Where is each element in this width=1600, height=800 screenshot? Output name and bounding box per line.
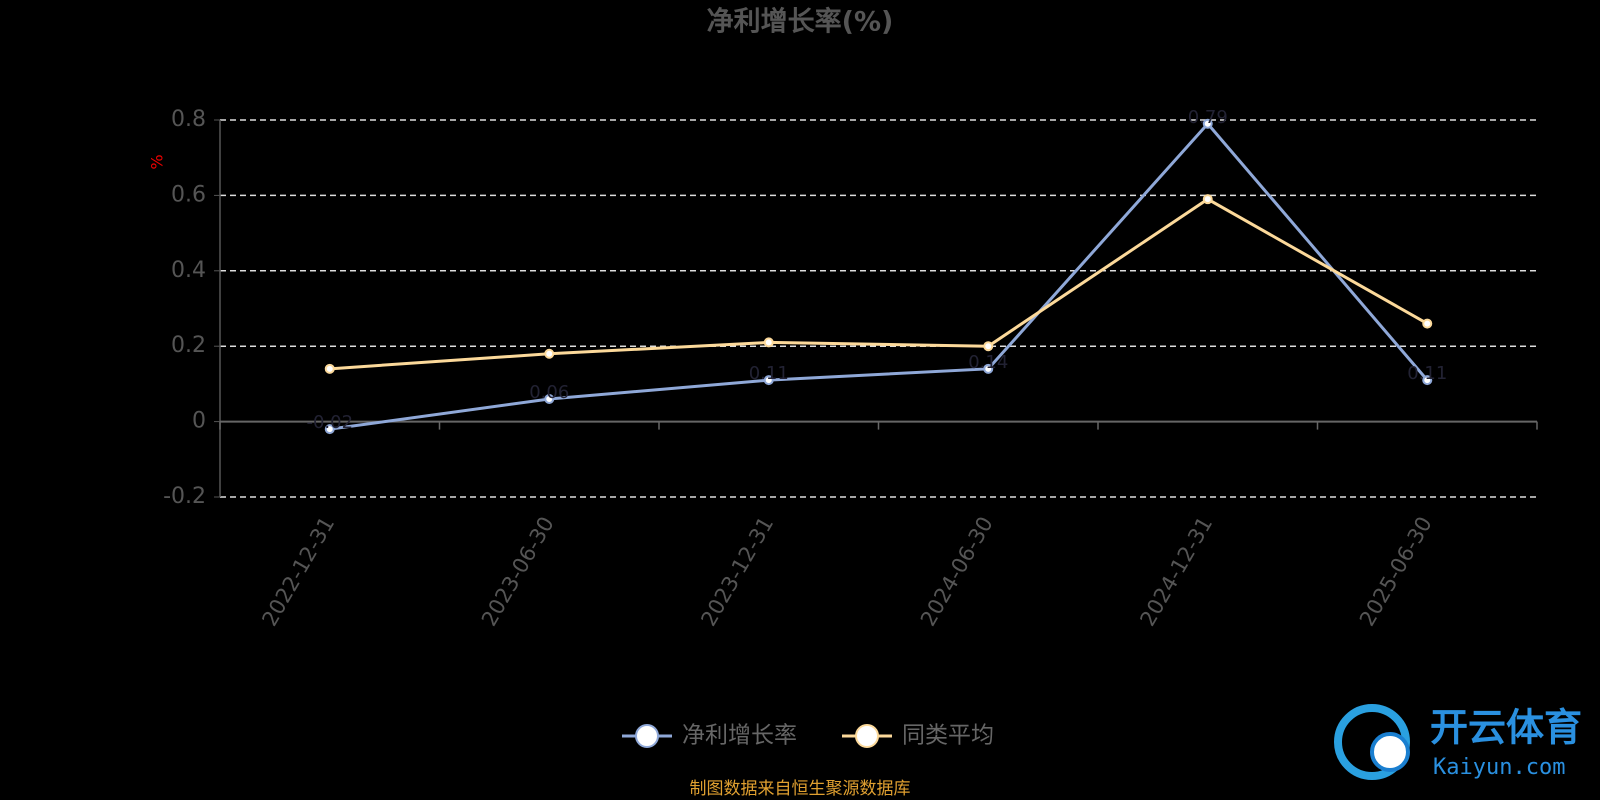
logo-ball bbox=[1370, 732, 1410, 772]
source-note: 制图数据来自恒生聚源数据库 bbox=[690, 779, 911, 799]
watermark: 开云体育 Kaiyun.com bbox=[1334, 704, 1582, 780]
watermark-url: Kaiyun.com bbox=[1433, 755, 1565, 780]
data-point bbox=[544, 348, 555, 359]
legend-label: 同类平均 bbox=[902, 723, 994, 749]
x-tick-label: 2023-06-30 bbox=[477, 513, 559, 631]
data-point bbox=[1202, 118, 1213, 129]
legend-item: 同类平均 bbox=[842, 723, 994, 749]
data-point bbox=[324, 424, 335, 435]
watermark-brand: 开云体育 bbox=[1430, 706, 1582, 750]
data-label: 0.11 bbox=[1407, 363, 1447, 384]
x-tick-label: 2024-06-30 bbox=[916, 513, 998, 631]
legend-marker bbox=[635, 724, 659, 748]
data-label: 0.06 bbox=[529, 382, 569, 403]
y-tick-label: 0.4 bbox=[171, 258, 206, 283]
data-point bbox=[1422, 318, 1433, 329]
series-line bbox=[329, 121, 1429, 431]
series-line bbox=[329, 197, 1428, 371]
data-point bbox=[1422, 375, 1433, 386]
legend-label: 净利增长率 bbox=[682, 723, 797, 749]
y-tick-label: 0.8 bbox=[171, 107, 206, 132]
x-tick-label: 2023-12-31 bbox=[696, 513, 778, 631]
data-label: 0.11 bbox=[749, 363, 789, 384]
y-tick-label: 0 bbox=[192, 409, 206, 434]
legend-item: 净利增长率 bbox=[622, 723, 797, 749]
data-point bbox=[324, 363, 335, 374]
y-tick-label: -0.2 bbox=[163, 484, 206, 509]
x-tick-label: 2022-12-31 bbox=[257, 513, 339, 631]
data-point bbox=[763, 337, 774, 348]
data-label: 0.79 bbox=[1188, 107, 1228, 128]
y-tick-label: 0.2 bbox=[171, 333, 206, 358]
legend-marker bbox=[855, 724, 879, 748]
data-point bbox=[763, 375, 774, 386]
data-label: 0.14 bbox=[968, 352, 1008, 373]
x-tick-label: 2025-06-30 bbox=[1355, 513, 1437, 631]
chart-title: 净利增长率(%) bbox=[707, 6, 894, 38]
data-point bbox=[1202, 194, 1213, 205]
y-axis-label: % bbox=[148, 154, 167, 169]
data-point bbox=[544, 393, 555, 404]
data-point bbox=[983, 341, 994, 352]
x-tick-label: 2024-12-31 bbox=[1135, 513, 1217, 631]
data-label: -0.02 bbox=[306, 412, 353, 433]
data-point bbox=[983, 363, 994, 374]
y-tick-label: 0.6 bbox=[171, 182, 206, 207]
